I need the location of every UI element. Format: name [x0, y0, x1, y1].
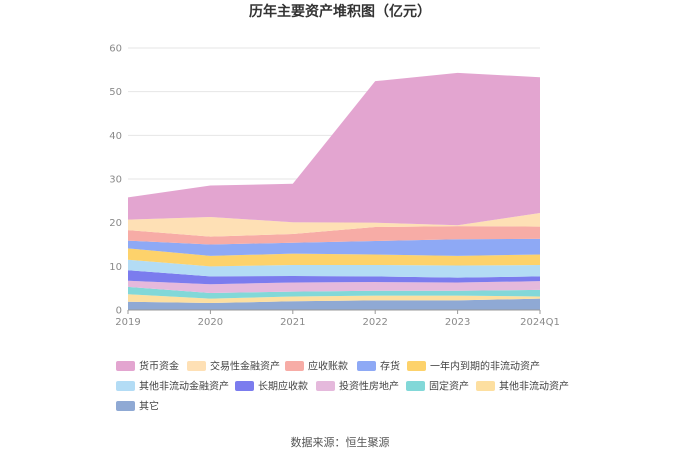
legend-label[interactable]: 交易性金融资产 [210, 360, 280, 373]
legend-label[interactable]: 其他非流动金融资产 [139, 380, 229, 393]
y-tick-label: 60 [109, 44, 122, 55]
legend-swatch [316, 381, 335, 391]
legend-label[interactable]: 其他非流动资产 [499, 380, 569, 393]
x-tick-label: 2019 [115, 317, 140, 328]
y-tick-label: 30 [109, 175, 122, 186]
legend-swatch [116, 401, 135, 411]
legend-label[interactable]: 货币资金 [139, 360, 179, 373]
axes: 0 10 20 30 40 50 60 2019 2020 2021 2022 2023 2024Q1 [109, 44, 560, 329]
legend-swatch [357, 361, 376, 371]
area-series-7 [128, 238, 540, 256]
legend-label[interactable]: 长期应收款 [258, 380, 308, 393]
area-series-2 [128, 286, 540, 299]
x-tick-label: 2021 [280, 317, 305, 328]
legend-swatch [235, 381, 254, 391]
legend-swatch [116, 381, 135, 391]
area-series-9 [128, 213, 540, 237]
legend-swatch [407, 361, 426, 371]
legend-label[interactable]: 投资性房地产 [339, 380, 399, 393]
legend-swatch [476, 381, 495, 391]
y-tick-label: 10 [109, 262, 122, 273]
x-tick-label: 2023 [445, 317, 470, 328]
area-series-10 [128, 72, 540, 226]
y-tick-label: 40 [109, 131, 122, 142]
legend-label[interactable]: 存货 [380, 360, 400, 373]
area-series-1 [128, 294, 540, 304]
legend-label[interactable]: 固定资产 [429, 380, 469, 393]
legend-swatch [187, 361, 206, 371]
y-tick-label: 20 [109, 218, 122, 229]
area-series-4 [128, 270, 540, 285]
legend-swatch [116, 361, 135, 371]
data-source-note: 数据来源：恒生聚源 [291, 435, 390, 449]
y-tick-label: 0 [116, 306, 122, 317]
x-tick-label: 2022 [362, 317, 387, 328]
legend-label[interactable]: 一年内到期的非流动资产 [430, 360, 540, 373]
chart-title: 历年主要资产堆积图（亿元） [249, 3, 431, 20]
x-tick-label: 2020 [198, 317, 223, 328]
area-series-8 [128, 226, 540, 245]
legend-swatch [285, 361, 304, 371]
area-series-group [128, 72, 540, 310]
x-tick-label: 2024Q1 [520, 317, 560, 328]
y-tick-label: 50 [109, 87, 122, 98]
legend-swatch [406, 381, 425, 391]
area-series-6 [128, 248, 540, 267]
area-series-5 [128, 259, 540, 278]
legend-label[interactable]: 其它 [139, 400, 159, 413]
legend-label[interactable]: 应收账款 [308, 360, 348, 373]
area-series-3 [128, 280, 540, 293]
area-series-0 [128, 298, 540, 310]
